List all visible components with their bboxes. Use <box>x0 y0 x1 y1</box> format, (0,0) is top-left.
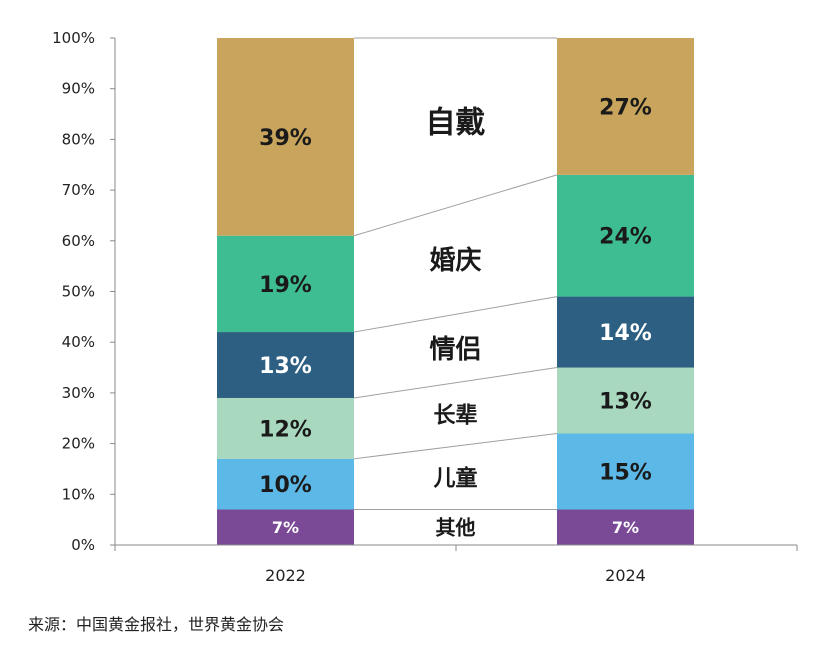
data-label: 7% <box>612 518 639 537</box>
data-label: 7% <box>272 518 299 537</box>
data-label: 19% <box>259 273 312 298</box>
bar-segment <box>557 296 694 368</box>
connector-line <box>353 296 558 333</box>
data-label: 39% <box>259 126 312 151</box>
y-tick-label: 30% <box>62 384 95 402</box>
y-tick-label: 50% <box>62 283 95 301</box>
data-label: 14% <box>599 321 652 346</box>
y-tick-label: 70% <box>62 181 95 199</box>
data-label: 27% <box>599 95 652 120</box>
y-tick-label: 60% <box>62 232 95 250</box>
bar-segment <box>557 433 694 510</box>
series-name-label: 其他 <box>436 515 476 539</box>
series-name-label: 自戴 <box>426 105 486 140</box>
y-tick-label: 40% <box>62 333 95 351</box>
bar-segment <box>557 367 694 434</box>
bar-segment <box>217 235 354 333</box>
data-label: 12% <box>259 417 312 442</box>
y-tick-label: 80% <box>62 130 95 148</box>
stacked-bar-chart: 0% 10% 20% 30% 40% 50% 60% 70% 80% 90% 100% 2022 202… <box>52 29 798 585</box>
bar-segment <box>217 509 354 545</box>
series-name-label: 儿童 <box>432 466 477 492</box>
bar-segment <box>217 38 354 236</box>
y-tick-label: 0% <box>71 536 95 554</box>
bar-segment <box>217 332 354 398</box>
x-tick-label: 2024 <box>605 566 646 585</box>
data-label: 15% <box>599 460 652 485</box>
series-name-label: 婚庆 <box>429 245 481 276</box>
bar-segment <box>217 397 354 459</box>
data-label: 13% <box>259 354 312 379</box>
connector-line <box>353 367 558 399</box>
bar-segment <box>217 458 354 510</box>
bar-segment <box>557 174 694 297</box>
y-tick-label: 100% <box>52 29 95 47</box>
connector-line <box>353 174 558 237</box>
bar-segment <box>557 509 694 545</box>
data-label: 13% <box>599 389 652 414</box>
y-tick-label: 90% <box>62 80 95 98</box>
y-tick-label: 20% <box>62 435 95 453</box>
series-name-label: 情侣 <box>429 335 481 365</box>
x-tick-label: 2022 <box>265 566 306 585</box>
data-label: 10% <box>259 473 312 498</box>
data-label: 24% <box>599 225 652 250</box>
series-name-label: 长辈 <box>433 403 477 428</box>
y-tick-label: 10% <box>62 485 95 503</box>
source-note: 来源：中国黄金报社，世界黄金协会 <box>28 615 285 634</box>
connector-line <box>353 432 558 460</box>
bar-segment <box>557 38 694 175</box>
